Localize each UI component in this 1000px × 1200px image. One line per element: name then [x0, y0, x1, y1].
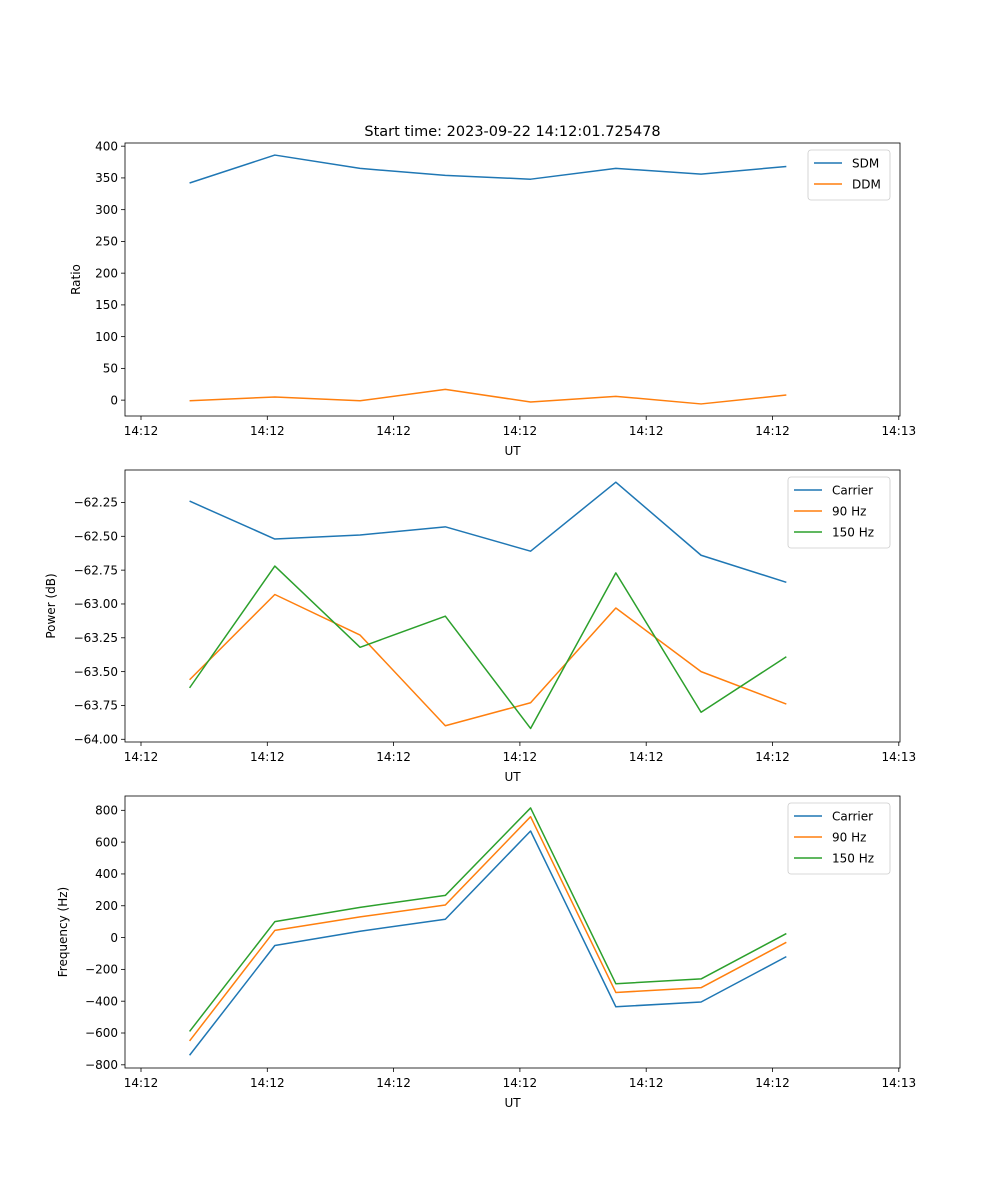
plots: 14:12 14:12 14:12 14:12 14:12 14:12 14:13 0 50 10… — [44, 139, 916, 1110]
legend-label: 90 Hz — [832, 831, 866, 845]
y-axis-label: Power (dB) — [44, 573, 58, 638]
x-tick-label: 14:12 — [124, 750, 159, 764]
y-tick-label: 150 — [95, 298, 118, 312]
y-tick-label: 350 — [95, 171, 118, 185]
x-axis-label: UT — [504, 1096, 521, 1110]
y-tick-label: 400 — [95, 139, 118, 153]
x-tick-label: 14:13 — [882, 1076, 917, 1090]
x-tick-label: 14:12 — [376, 750, 411, 764]
x-tick-label: 14:12 — [124, 424, 159, 438]
series-line-150-hz — [188, 807, 787, 1032]
legend-box — [787, 802, 891, 875]
x-tick-label: 14:12 — [124, 1076, 159, 1090]
x-tick-label: 14:12 — [250, 750, 285, 764]
legend-label: 150 Hz — [832, 526, 874, 540]
legend: Carrier 90 Hz 150 Hz — [787, 476, 891, 549]
y-tick-label: −63.50 — [74, 665, 118, 679]
y-tick-label: −64.00 — [74, 732, 118, 746]
y-tick-label: −63.00 — [74, 597, 118, 611]
legend-label: 150 Hz — [832, 852, 874, 866]
series-line-150-hz — [188, 565, 787, 730]
x-tick-label: 14:12 — [629, 1076, 664, 1090]
y-tick-label: −62.75 — [74, 563, 118, 577]
subplot-3: 14:12 14:12 14:12 14:12 14:12 14:12 14:13 −800 −… — [56, 795, 917, 1110]
x-tick-label: 14:12 — [376, 1076, 411, 1090]
series-line-ddm — [189, 388, 787, 405]
axes-frame — [124, 469, 901, 743]
x-tick-label: 14:12 — [503, 1076, 538, 1090]
y-axis-label: Ratio — [69, 264, 83, 295]
legend-label: Carrier — [832, 810, 873, 824]
x-tick-label: 14:12 — [503, 424, 538, 438]
y-tick-label: −200 — [85, 963, 118, 977]
x-axis-label: UT — [504, 770, 521, 784]
x-tick-label: 14:12 — [629, 750, 664, 764]
x-tick-label: 14:12 — [755, 1076, 790, 1090]
legend: SDM DDM — [807, 149, 891, 201]
y-tick-label: −400 — [85, 994, 118, 1008]
legend-label: SDM — [852, 157, 879, 171]
y-tick-label: 100 — [95, 330, 118, 344]
x-tick-label: 14:13 — [882, 750, 917, 764]
y-tick-label: 200 — [95, 899, 118, 913]
series-line-sdm — [189, 154, 787, 184]
series-line-carrier — [188, 830, 787, 1056]
y-tick-label: 200 — [95, 266, 118, 280]
y-tick-label: 300 — [95, 203, 118, 217]
x-tick-label: 14:12 — [503, 750, 538, 764]
series-line-carrier — [189, 481, 787, 584]
subplot-1: 14:12 14:12 14:12 14:12 14:12 14:12 14:13 0 50 10… — [69, 139, 916, 458]
y-tick-label: −800 — [85, 1058, 118, 1072]
x-tick-label: 14:12 — [376, 424, 411, 438]
subplot-2: 14:12 14:12 14:12 14:12 14:12 14:12 14:13 −64.0… — [44, 469, 917, 784]
x-axis-label: UT — [504, 444, 521, 458]
y-tick-label: −63.75 — [74, 699, 118, 713]
axes-frame — [124, 795, 901, 1069]
y-tick-label: 250 — [95, 235, 118, 249]
series-line-90-hz — [189, 593, 787, 727]
legend: Carrier 90 Hz 150 Hz — [787, 802, 891, 875]
y-tick-label: 400 — [95, 867, 118, 881]
y-tick-label: −62.50 — [74, 530, 118, 544]
legend-box — [787, 476, 891, 549]
x-tick-label: 14:12 — [250, 1076, 285, 1090]
x-tick-label: 14:12 — [755, 750, 790, 764]
y-axis-label: Frequency (Hz) — [56, 887, 70, 978]
y-tick-label: 50 — [103, 362, 118, 376]
y-tick-label: −63.25 — [74, 631, 118, 645]
y-tick-label: 600 — [95, 835, 118, 849]
legend-label: DDM — [852, 178, 881, 192]
figure-title: Start time: 2023-09-22 14:12:01.725478 — [364, 124, 660, 140]
y-tick-label: 0 — [110, 931, 118, 945]
axes-frame — [124, 142, 901, 417]
legend-label: Carrier — [832, 484, 873, 498]
x-tick-label: 14:12 — [755, 424, 790, 438]
y-tick-label: −62.25 — [74, 496, 118, 510]
x-tick-label: 14:13 — [882, 424, 917, 438]
y-tick-label: 0 — [110, 393, 118, 407]
y-tick-label: −600 — [85, 1026, 118, 1040]
x-tick-label: 14:12 — [629, 424, 664, 438]
legend-label: 90 Hz — [832, 505, 866, 519]
y-tick-label: 800 — [95, 804, 118, 818]
series-line-90-hz — [188, 815, 787, 1042]
x-tick-label: 14:12 — [250, 424, 285, 438]
